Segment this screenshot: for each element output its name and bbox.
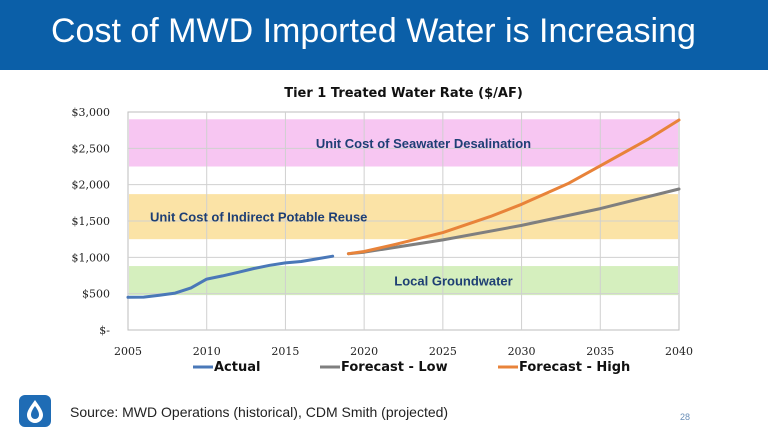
x-tick-label: 2010	[193, 345, 221, 358]
band-label-0: Unit Cost of Seawater Desalination	[316, 136, 531, 151]
band-0	[129, 119, 678, 167]
x-tick-label: 2015	[271, 345, 299, 358]
water-drop-icon	[19, 395, 51, 427]
y-tick-label: $1,500	[72, 215, 111, 228]
slide-header	[0, 0, 768, 70]
y-tick-label: $3,000	[72, 106, 111, 119]
y-tick-label: $2,500	[72, 142, 111, 155]
x-tick-label: 2035	[586, 345, 614, 358]
rate-chart: Tier 1 Treated Water Rate ($/AF) Unit Cos…	[72, 86, 694, 375]
x-tick-label: 2040	[665, 345, 693, 358]
y-tick-label: $1,000	[72, 251, 111, 264]
legend-label-1: Forecast - Low	[341, 360, 448, 375]
x-tick-label: 2030	[508, 345, 536, 358]
y-tick-label: $2,000	[72, 179, 111, 192]
y-tick-label: $-	[99, 324, 110, 337]
legend-label-2: Forecast - High	[519, 360, 630, 375]
band-2	[129, 266, 678, 296]
chart-title: Tier 1 Treated Water Rate ($/AF)	[284, 86, 523, 101]
x-tick-label: 2005	[114, 345, 142, 358]
y-tick-label: $500	[82, 288, 110, 301]
series-line-0	[126, 254, 335, 299]
slide-title: Cost of MWD Imported Water is Increasing	[51, 12, 696, 50]
legend-label-0: Actual	[214, 360, 260, 375]
band-label-2: Local Groundwater	[394, 274, 512, 289]
x-tick-label: 2020	[350, 345, 378, 358]
source-note: Source: MWD Operations (historical), CDM…	[70, 404, 449, 420]
band-label-1: Unit Cost of Indirect Potable Reuse	[150, 210, 367, 225]
band-1	[129, 194, 678, 240]
page-number: 28	[680, 412, 691, 422]
series-line-2	[346, 118, 681, 256]
x-tick-label: 2025	[429, 345, 457, 358]
